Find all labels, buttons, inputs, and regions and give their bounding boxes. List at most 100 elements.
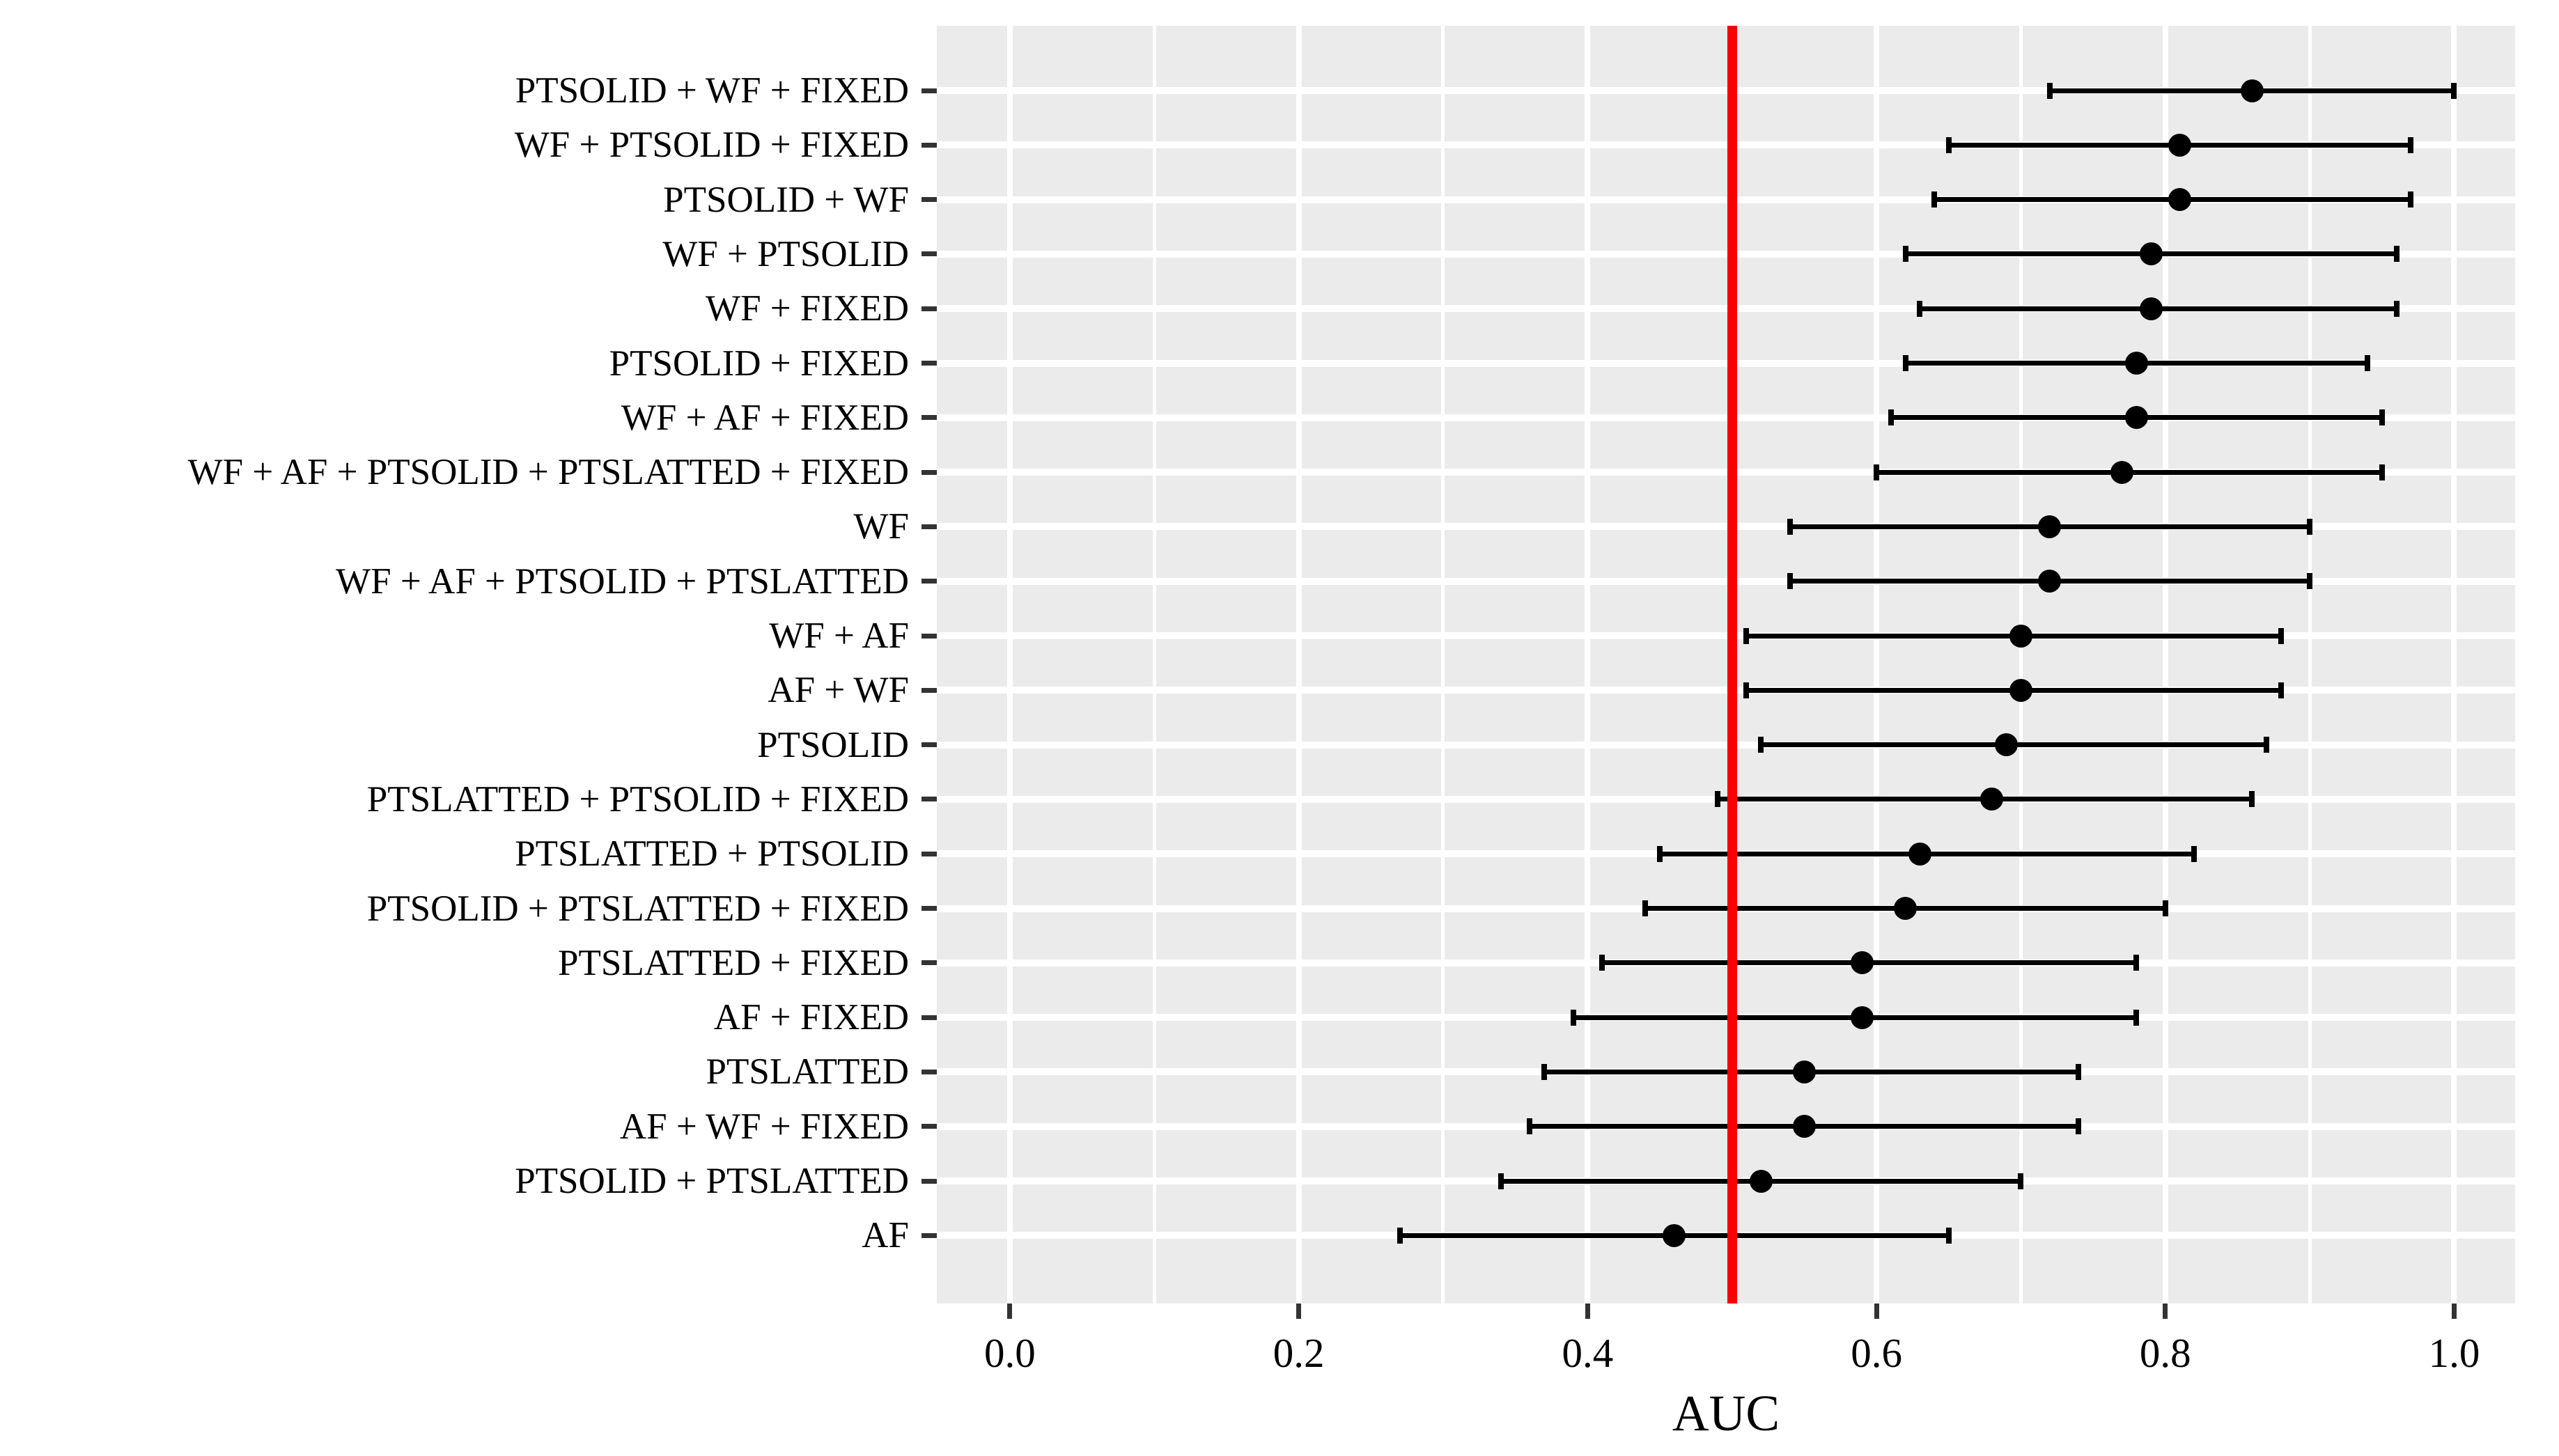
ci-cap-high (2076, 1063, 2082, 1080)
y-axis-label: WF + PTSOLID (662, 233, 909, 274)
y-axis-tick-mark (921, 797, 937, 802)
auc-point-marker (1850, 1005, 1874, 1029)
auc-point-marker (1908, 842, 1931, 866)
plot-panel (937, 26, 2515, 1304)
y-axis-tick-mark (921, 742, 937, 748)
y-major-gridline (937, 359, 2515, 367)
ci-cap-low (1888, 409, 1894, 426)
y-major-gridline (937, 741, 2515, 749)
y-axis-label: WF + AF + PTSOLID + PTSLATTED + FIXED (187, 452, 909, 493)
ci-cap-low (2046, 82, 2053, 99)
x-axis-tick-mark (1007, 1304, 1013, 1319)
auc-point-marker (2139, 242, 2163, 266)
ci-cap-high (2133, 955, 2140, 971)
x-axis-tick-mark (2163, 1304, 2168, 1319)
y-axis-label: WF + AF + PTSOLID + PTSLATTED (336, 561, 909, 602)
auc-point-marker (2139, 297, 2163, 320)
x-axis-tick-label: 0.6 (1851, 1330, 1902, 1376)
y-axis-tick-mark (921, 415, 937, 421)
auc-point-marker (1792, 1115, 1816, 1138)
ci-cap-high (2263, 737, 2269, 753)
ci-cap-low (1758, 737, 1764, 753)
ci-cap-low (1945, 136, 1952, 153)
y-major-gridline (937, 577, 2515, 585)
y-axis-label: PTSOLID + FIXED (609, 343, 909, 384)
ci-cap-low (1743, 682, 1750, 698)
x-minor-gridline (1152, 26, 1156, 1304)
ci-cap-low (1931, 191, 1937, 208)
x-minor-gridline (2308, 26, 2312, 1304)
y-axis-label: PTSLATTED (706, 1051, 910, 1093)
y-axis-label: PTSLATTED + PTSOLID (515, 833, 909, 875)
y-axis-tick-mark (921, 197, 937, 203)
y-axis-tick-mark (921, 1232, 937, 1238)
auc-point-marker (2124, 406, 2148, 430)
ci-cap-high (2307, 573, 2313, 590)
ci-cap-high (2365, 355, 2371, 371)
ci-cap-high (2307, 518, 2313, 535)
y-axis-tick-mark (921, 361, 937, 366)
auc-point-marker (1663, 1223, 1686, 1247)
y-axis-tick-mark (921, 906, 937, 911)
auc-point-marker (2240, 79, 2264, 102)
ci-cap-low (1787, 573, 1793, 590)
ci-cap-high (2278, 682, 2284, 698)
y-major-gridline (937, 141, 2515, 149)
y-axis-label: PTSLATTED + PTSOLID + FIXED (366, 778, 909, 820)
y-major-gridline (937, 305, 2515, 313)
ci-cap-low (1874, 464, 1880, 480)
y-axis-tick-mark (921, 524, 937, 529)
x-axis-tick-label: 0.0 (984, 1330, 1036, 1376)
reference-line-auc-0.5 (1727, 26, 1737, 1304)
ci-cap-low (1743, 627, 1750, 644)
auc-point-marker (1980, 788, 2004, 811)
y-axis-tick-mark (921, 88, 937, 93)
y-major-gridline (937, 469, 2515, 476)
ci-cap-low (1714, 791, 1720, 808)
x-axis-tick-mark (1585, 1304, 1590, 1319)
y-major-gridline (937, 250, 2515, 258)
ci-cap-high (2379, 409, 2385, 426)
ci-cap-low (1642, 900, 1649, 916)
ci-cap-high (2451, 82, 2457, 99)
y-axis-label: PTSOLID (757, 724, 909, 765)
y-axis-label: PTSOLID + WF + FIXED (515, 70, 909, 111)
y-axis-tick-mark (921, 306, 937, 311)
auc-point-marker (2009, 678, 2032, 702)
y-axis-label: WF (853, 506, 910, 547)
y-axis-tick-mark (921, 1124, 937, 1129)
y-major-gridline (937, 414, 2515, 421)
ci-cap-low (1599, 955, 1605, 971)
ci-cap-high (2076, 1118, 2082, 1135)
y-axis-tick-mark (921, 1069, 937, 1074)
y-axis-label: AF (862, 1215, 909, 1256)
auc-point-marker (2110, 460, 2134, 484)
auc-point-marker (2009, 624, 2032, 648)
ci-cap-high (2278, 627, 2284, 644)
x-major-gridline (1874, 26, 1880, 1304)
ci-cap-low (1917, 300, 1923, 317)
y-axis-tick-mark (921, 1178, 937, 1184)
ci-cap-high (2408, 136, 2414, 153)
y-axis-label: WF + AF + FIXED (621, 397, 909, 438)
y-axis-label: WF + PTSOLID + FIXED (514, 125, 909, 166)
ci-cap-low (1527, 1118, 1533, 1135)
ci-cap-low (1498, 1173, 1504, 1189)
ci-cap-high (2191, 845, 2198, 862)
x-axis-tick-mark (2451, 1304, 2457, 1319)
x-axis-title: AUC (1672, 1385, 1780, 1441)
auc-point-marker (2038, 515, 2062, 538)
x-axis-tick-mark (1296, 1304, 1302, 1319)
auc-point-marker (2038, 570, 2062, 593)
y-major-gridline (937, 87, 2515, 94)
ci-cap-high (2393, 300, 2399, 317)
auc-point-marker (2168, 133, 2192, 157)
x-major-gridline (1585, 26, 1591, 1304)
y-axis-tick-mark (921, 1015, 937, 1020)
x-axis-tick-label: 0.2 (1273, 1330, 1325, 1376)
y-axis-tick-mark (921, 579, 937, 584)
y-axis-tick-mark (921, 851, 937, 856)
ci-cap-high (2408, 191, 2414, 208)
ci-cap-low (1397, 1227, 1403, 1244)
